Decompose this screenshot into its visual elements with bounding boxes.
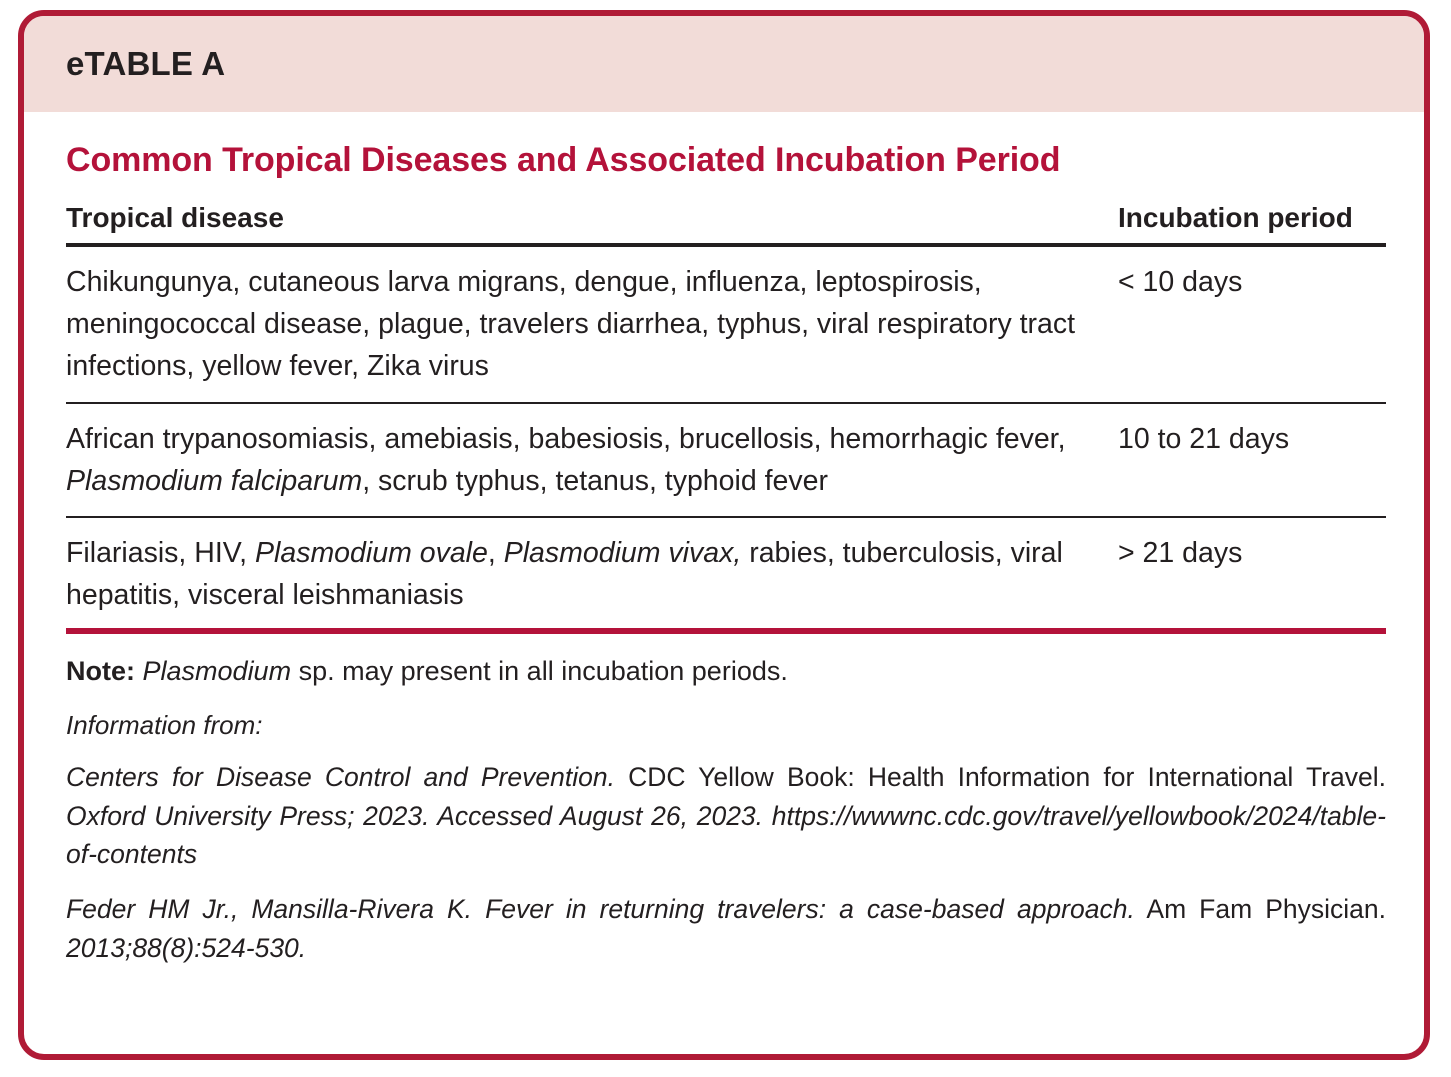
disease-text-post: rabies, tuberculosis, viral hepatitis, v… bbox=[66, 536, 1063, 612]
column-header-tropical-disease: Tropical disease bbox=[66, 202, 284, 234]
cell-tropical-disease: Filariasis, HIV, Plasmodium ovale, Plasm… bbox=[66, 532, 1118, 616]
etable-label: eTABLE A bbox=[66, 45, 226, 82]
disease-text-pre: African trypanosomiasis, amebiasis, babe… bbox=[66, 422, 1066, 455]
note-text: sp. may present in all incubation period… bbox=[291, 656, 788, 687]
cell-incubation-period: < 10 days bbox=[1118, 266, 1243, 299]
citation-feder-journal: Am Fam Physician. bbox=[1134, 894, 1386, 925]
column-header-row: Tropical disease Incubation period bbox=[66, 202, 1386, 248]
note-label: Note: bbox=[66, 656, 135, 687]
note-species-name: Plasmodium bbox=[142, 656, 292, 687]
citation-feder-authors-title: Feder HM Jr., Mansilla-Rivera K. Fever i… bbox=[66, 894, 1135, 925]
etable-header-band: eTABLE A bbox=[24, 16, 1424, 112]
cell-incubation-period: > 21 days bbox=[1118, 536, 1243, 569]
cell-tropical-disease: African trypanosomiasis, amebiasis, babe… bbox=[66, 418, 1118, 502]
species-name-plasmodium-ovale: Plasmodium ovale bbox=[255, 536, 488, 569]
cell-tropical-disease: Chikungunya, cutaneous larva migrans, de… bbox=[66, 266, 1076, 383]
table-row: Filariasis, HIV, Plasmodium ovale, Plasm… bbox=[66, 518, 1386, 635]
table-note: Note: Plasmodium sp. may present in all … bbox=[66, 653, 1386, 691]
disease-text-pre: Filariasis, HIV, bbox=[66, 536, 255, 569]
column-header-incubation-period: Incubation period bbox=[1118, 202, 1353, 234]
card-body: Common Tropical Diseases and Associated … bbox=[24, 141, 1424, 967]
table-title: Common Tropical Diseases and Associated … bbox=[66, 141, 1061, 179]
etable-card: eTABLE A Common Tropical Diseases and As… bbox=[18, 10, 1430, 1060]
cell-incubation-period: 10 to 21 days bbox=[1118, 422, 1290, 455]
species-name-plasmodium-falciparum: Plasmodium falciparum bbox=[66, 464, 363, 497]
citation-feder: Feder HM Jr., Mansilla-Rivera K. Fever i… bbox=[66, 890, 1386, 967]
disease-text-mid: , bbox=[487, 536, 504, 569]
table-row: African trypanosomiasis, amebiasis, babe… bbox=[66, 404, 1386, 518]
citation-cdc-publication-details: Oxford University Press; 2023. Accessed … bbox=[66, 800, 1386, 869]
species-name-plasmodium-vivax: Plasmodium vivax, bbox=[503, 536, 742, 569]
citation-cdc: Centers for Disease Control and Preventi… bbox=[66, 758, 1386, 873]
citation-feder-volume-pages: 2013;88(8):524-530. bbox=[66, 932, 307, 963]
table-row: Chikungunya, cutaneous larva migrans, de… bbox=[66, 247, 1386, 404]
disease-text-post: , scrub typhus, tetanus, typhoid fever bbox=[362, 464, 828, 497]
information-from-label: Information from: bbox=[66, 710, 263, 741]
citation-cdc-source: Centers for Disease Control and Preventi… bbox=[66, 762, 615, 793]
citation-cdc-title: CDC Yellow Book: Health Information for … bbox=[614, 762, 1386, 793]
